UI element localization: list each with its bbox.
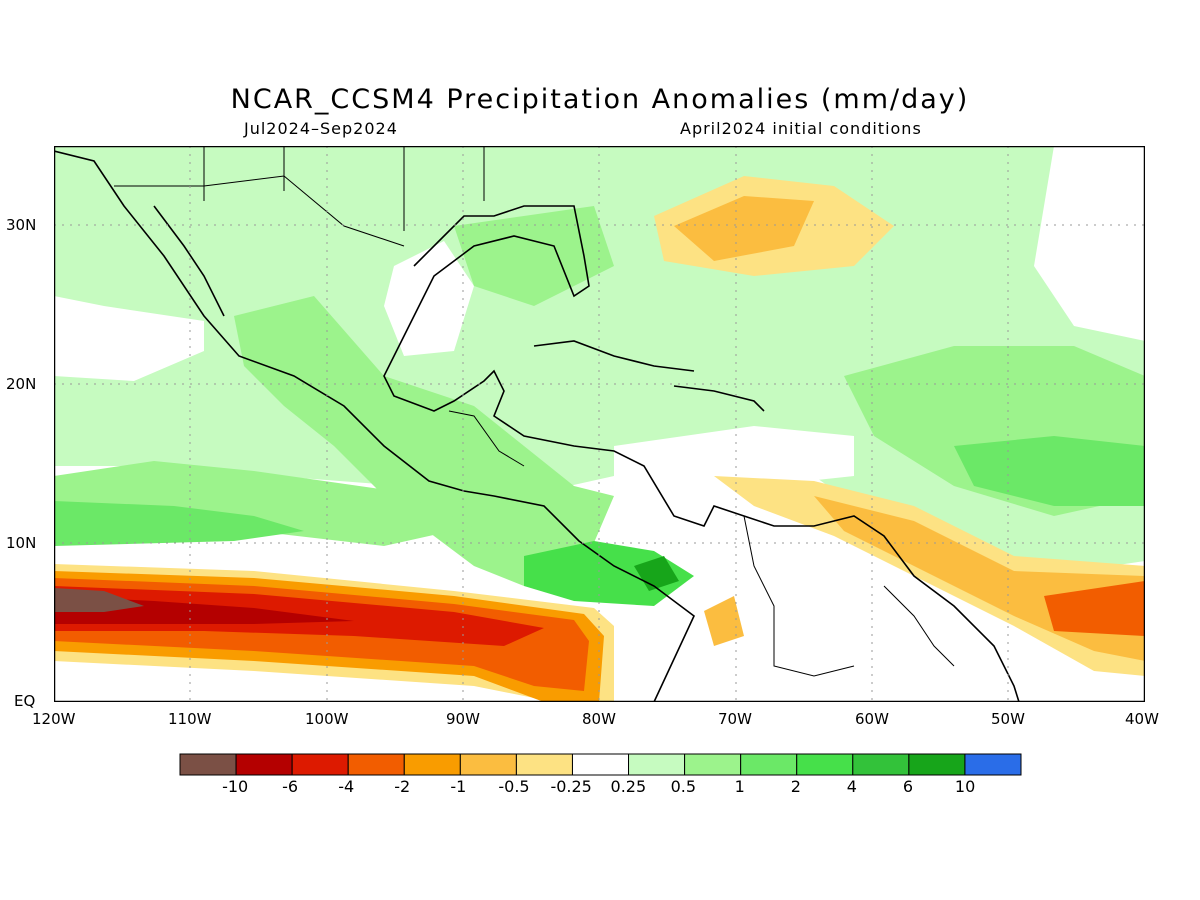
atlantic-band-wet <box>954 436 1145 506</box>
dry-band-extreme <box>54 588 144 612</box>
colorbar-tick-label: -4 <box>338 777 355 796</box>
colorbar-swatch <box>459 753 517 776</box>
colorbar-tick-label: -0.25 <box>550 777 592 796</box>
lon-label-40w: 40W <box>1125 710 1159 728</box>
colorbar-swatch <box>796 753 854 776</box>
colorbar-swatch <box>628 753 686 776</box>
lon-label-80w: 80W <box>582 710 616 728</box>
gulf-coast-wet <box>454 206 614 306</box>
colorbar-tick-label: 1 <box>734 777 745 796</box>
colorbar-swatch <box>852 753 910 776</box>
colorbar-swatch <box>908 753 966 776</box>
graticule <box>54 146 1145 702</box>
colorbar-tick-label: -1 <box>450 777 467 796</box>
colorbar-tick-label: 0.25 <box>610 777 647 796</box>
season-label: Jul2024–Sep2024 <box>244 119 398 138</box>
colorbar-swatch <box>684 753 742 776</box>
map-frame <box>53 145 1146 703</box>
colorbar-swatch <box>403 753 461 776</box>
lon-label-120w: 120W <box>32 710 76 728</box>
colorbar-swatch <box>235 753 293 776</box>
atlantic-north-dry <box>674 196 814 261</box>
init-conditions-label: April2024 initial conditions <box>680 119 922 138</box>
anomaly-map <box>53 145 1146 703</box>
lon-label-50w: 50W <box>991 710 1025 728</box>
colorbar-swatch <box>179 753 237 776</box>
caribbean-white-patch <box>614 426 854 491</box>
map-panel <box>53 145 1146 703</box>
lon-label-70w: 70W <box>718 710 752 728</box>
lat-label-10n: 10N <box>6 534 37 552</box>
lon-label-60w: 60W <box>855 710 889 728</box>
colorbar-swatch <box>515 753 573 776</box>
gulf-white-patch <box>384 241 474 356</box>
light-green-field <box>54 146 1145 576</box>
colorbar-tick-label: -0.5 <box>498 777 530 796</box>
atlantic-dry-core <box>1044 581 1145 636</box>
lat-label-20n: 20N <box>6 375 37 393</box>
lat-label-30n: 30N <box>6 216 37 234</box>
lon-label-100w: 100W <box>305 710 349 728</box>
lat-label-eq: EQ <box>14 692 36 710</box>
pacific-white-patch <box>54 296 204 381</box>
colorbar-tick-label: -10 <box>222 777 249 796</box>
colorbar <box>179 753 1022 776</box>
colorbar-tick-label: -6 <box>282 777 299 796</box>
colorbar-swatch <box>291 753 349 776</box>
colorbar-tick-label: 4 <box>846 777 857 796</box>
lon-label-110w: 110W <box>168 710 212 728</box>
colorbar-swatch <box>571 753 630 776</box>
colorbar-tick-label: 10 <box>954 777 976 796</box>
map-title: NCAR_CCSM4 Precipitation Anomalies (mm/d… <box>230 84 970 115</box>
colorbar-tick-label: -2 <box>394 777 411 796</box>
central-america-wet <box>234 296 614 586</box>
colorbar-swatch <box>964 753 1022 776</box>
colorbar-tick-label: 0.5 <box>670 777 697 796</box>
lon-label-90w: 90W <box>446 710 480 728</box>
coastlines <box>53 150 1020 703</box>
colorbar-swatch <box>740 753 798 776</box>
atlantic-white-patch <box>1034 146 1145 341</box>
colorbar-tick-label: 2 <box>790 777 801 796</box>
pacific-itcz-wet <box>54 501 304 546</box>
colorbar-tick-label: 6 <box>902 777 914 796</box>
colombia-dry-spot <box>704 596 744 646</box>
colorbar-swatch <box>347 753 405 776</box>
borders <box>114 146 955 677</box>
